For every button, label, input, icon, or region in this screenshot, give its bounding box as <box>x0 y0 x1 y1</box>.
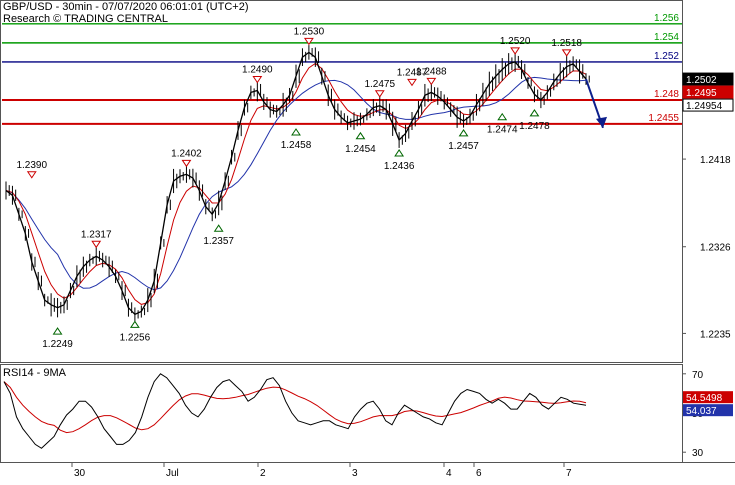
swing-low-label: 1.2458 <box>281 140 312 151</box>
price-line <box>5 51 587 316</box>
swing-high-label: 1.2518 <box>551 38 582 49</box>
swing-low-marker <box>355 131 366 140</box>
price-y-tick-label: 1.2418 <box>700 155 731 166</box>
level-label: 1.252 <box>654 51 679 62</box>
swing-low-label: 1.2256 <box>120 332 151 343</box>
last-price-tag-label: 1.2495 <box>686 88 717 99</box>
swing-high-marker <box>510 47 521 55</box>
swing-high-label: 1.2475 <box>364 79 395 90</box>
forecast-arrowhead <box>596 116 607 128</box>
rsi-last-value-tag <box>683 391 733 404</box>
swing-low-marker <box>213 224 224 232</box>
swing-low-label: 1.2454 <box>345 144 376 155</box>
swing-low-marker <box>129 320 140 328</box>
swing-low-label: 1.2436 <box>384 161 415 172</box>
swing-low-label: 1.2357 <box>203 236 234 247</box>
last-price-tag <box>682 98 734 112</box>
swing-low-marker <box>52 327 63 335</box>
rsi-last-value-label: 54.037 <box>686 406 717 417</box>
swing-high-label: 1.2530 <box>294 26 325 37</box>
last-price-tag-label: 1.2502 <box>686 75 717 86</box>
swing-low-marker <box>497 112 508 121</box>
ma-slow-line <box>5 76 587 291</box>
price-y-tick-label: 1.2326 <box>700 243 731 254</box>
rsi-ma-line <box>3 381 587 434</box>
swing-high-marker <box>181 159 192 168</box>
swing-low-marker <box>394 149 405 157</box>
swing-high-marker <box>426 77 437 86</box>
swing-high-marker <box>91 240 102 249</box>
swing-high-marker <box>303 37 314 46</box>
time-tick-label: Jul <box>166 468 179 479</box>
chart-subtitle: Research © TRADING CENTRAL <box>3 13 168 25</box>
rsi-line <box>3 373 587 449</box>
swing-low-label: 1.2478 <box>519 121 550 132</box>
price-panel-frame <box>0 0 683 363</box>
swing-high-marker <box>252 76 263 84</box>
level-label: 1.248 <box>654 89 679 100</box>
price-y-tick-label: 1.2235 <box>700 329 731 340</box>
swing-low-marker <box>291 128 301 136</box>
swing-low-label: 1.2474 <box>487 125 518 136</box>
rsi-y-tick-label: 30 <box>692 448 704 459</box>
swing-high-label: 1.2520 <box>500 36 531 47</box>
swing-high-marker <box>26 171 37 179</box>
swing-low-marker <box>458 129 469 137</box>
level-label: 1.256 <box>654 13 679 24</box>
time-tick-label: 7 <box>566 468 572 479</box>
swing-high-marker <box>374 90 385 98</box>
swing-high-label: 1.2390 <box>16 160 47 171</box>
last-price-tag <box>682 85 734 99</box>
level-label: 1.2455 <box>648 113 679 124</box>
rsi-title: RSI14 - 9MA <box>3 367 66 379</box>
last-price-tag-label: 1.24954 <box>686 101 723 112</box>
rsi-y-tick-label: 70 <box>692 370 704 381</box>
swing-low-label: 1.2457 <box>448 141 479 152</box>
swing-high-label: 1.2317 <box>81 229 112 240</box>
time-tick-label: 30 <box>74 468 86 479</box>
level-label: 1.254 <box>654 32 679 43</box>
swing-high-marker <box>407 78 417 87</box>
last-price-tag <box>682 72 734 86</box>
time-tick-label: 4 <box>446 468 452 479</box>
swing-high-label: 1.2490 <box>242 65 273 76</box>
time-tick-label: 6 <box>476 468 482 479</box>
rsi-last-value-tag <box>683 404 733 417</box>
swing-low-marker <box>529 109 540 117</box>
rsi-last-value-label: 54.5498 <box>686 393 723 404</box>
time-tick-label: 2 <box>260 468 266 479</box>
swing-high-label: 1.2487 <box>397 67 428 78</box>
chart-title: GBP/USD - 30min - 07/07/2020 06:01:01 (U… <box>3 1 249 13</box>
swing-high-label: 1.2488 <box>416 66 447 77</box>
time-tick-label: 3 <box>352 468 358 479</box>
swing-high-label: 1.2402 <box>171 148 202 159</box>
swing-high-marker <box>561 49 572 57</box>
rsi-panel-frame <box>0 364 683 463</box>
swing-low-label: 1.2249 <box>42 339 73 350</box>
